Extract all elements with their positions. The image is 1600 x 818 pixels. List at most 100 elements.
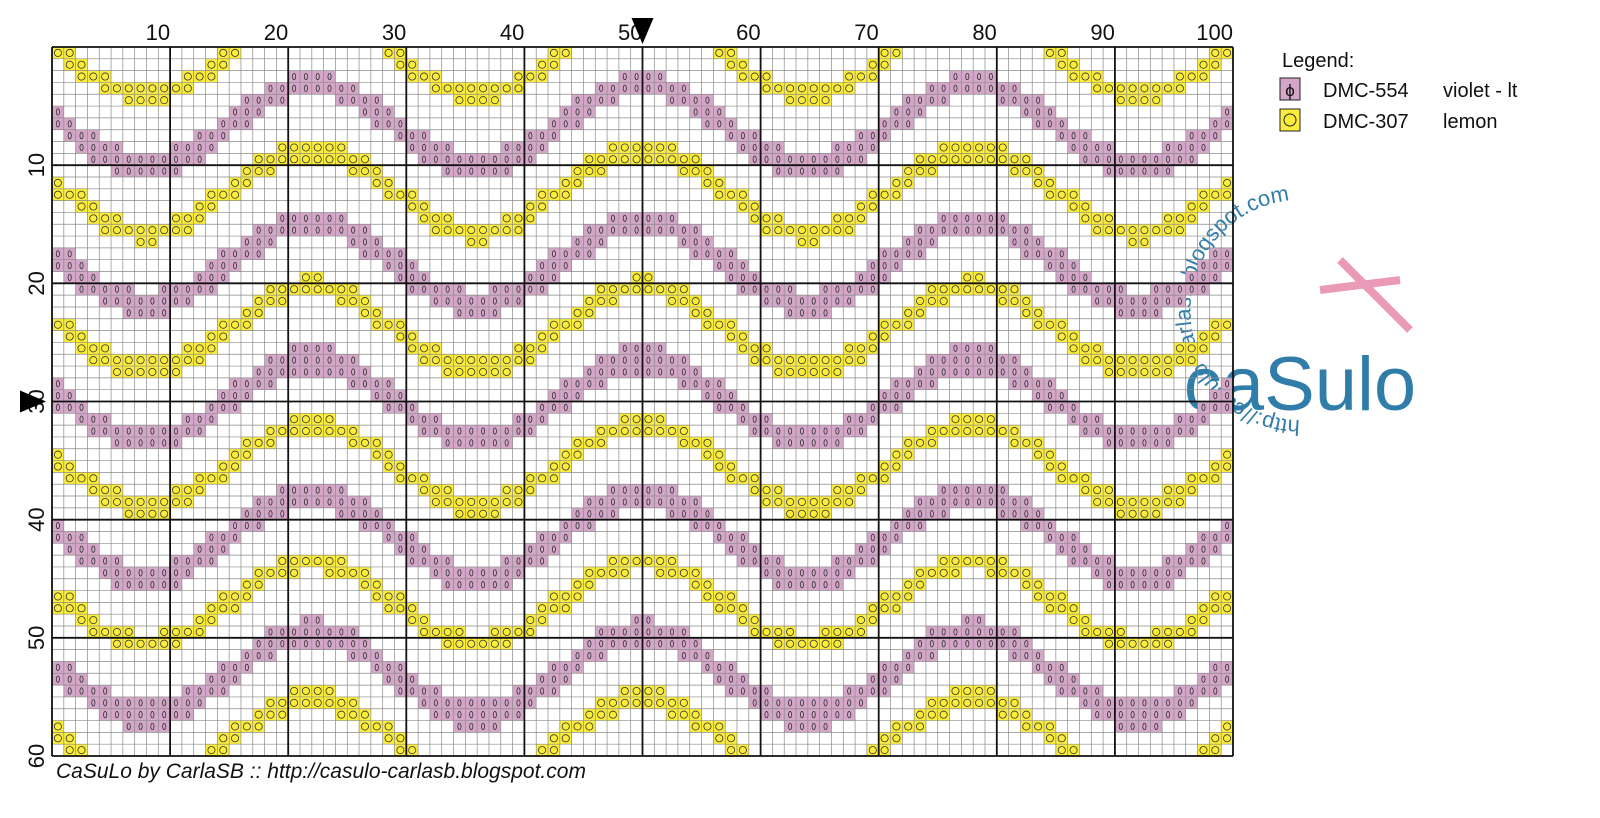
stitch-symbol bbox=[384, 190, 393, 199]
stitch bbox=[1209, 661, 1222, 674]
stitch-symbol bbox=[679, 438, 688, 447]
stitch bbox=[571, 578, 584, 591]
stitch bbox=[1079, 696, 1092, 709]
stitch bbox=[666, 708, 678, 721]
stitch bbox=[666, 484, 678, 497]
stitch-symbol bbox=[150, 711, 155, 719]
stitch-symbol bbox=[658, 84, 663, 92]
stitch bbox=[134, 94, 147, 107]
stitch bbox=[677, 165, 690, 177]
stitch bbox=[122, 566, 135, 579]
stitch-symbol bbox=[138, 569, 143, 577]
stitch-symbol bbox=[941, 84, 946, 92]
stitch bbox=[902, 389, 915, 402]
stitch-symbol bbox=[563, 108, 568, 116]
stitch bbox=[1126, 637, 1139, 650]
stitch bbox=[725, 531, 737, 544]
stitch bbox=[796, 637, 808, 650]
stitch bbox=[382, 531, 395, 544]
stitch-symbol bbox=[492, 155, 497, 163]
stitch bbox=[689, 94, 702, 107]
stitch bbox=[1209, 58, 1222, 71]
stitch-symbol bbox=[670, 640, 675, 648]
stitch-symbol bbox=[162, 167, 167, 175]
stitch bbox=[973, 637, 985, 650]
stitch-symbol bbox=[620, 143, 629, 152]
stitch-symbol bbox=[646, 368, 651, 376]
stitch-symbol bbox=[313, 285, 322, 294]
stitch-symbol bbox=[823, 569, 828, 577]
stitch-symbol bbox=[1128, 497, 1137, 506]
stitch-symbol bbox=[1201, 262, 1206, 270]
stitch bbox=[1197, 129, 1210, 142]
legend-title: Legend: bbox=[1282, 50, 1354, 72]
stitch-symbol bbox=[738, 332, 747, 341]
stitch bbox=[1032, 436, 1045, 449]
stitch-symbol bbox=[467, 96, 476, 105]
stitch bbox=[1173, 295, 1186, 307]
stitch bbox=[831, 141, 844, 154]
stitch-symbol bbox=[1083, 285, 1088, 293]
stitch-symbol bbox=[150, 427, 155, 435]
stitch-symbol bbox=[362, 380, 367, 388]
stitch-symbol bbox=[1059, 250, 1064, 258]
stitch bbox=[1091, 555, 1104, 567]
stitch bbox=[87, 283, 100, 296]
stitch-symbol bbox=[906, 663, 911, 671]
stitch bbox=[1221, 531, 1233, 544]
stitch-symbol bbox=[1118, 297, 1123, 305]
stitch bbox=[654, 566, 667, 579]
stitch bbox=[170, 283, 182, 296]
stitch-symbol bbox=[1069, 60, 1078, 69]
stitch bbox=[1103, 578, 1115, 591]
stitch bbox=[1091, 626, 1104, 638]
stitch bbox=[654, 413, 667, 426]
stitch-symbol bbox=[797, 367, 806, 376]
stitch-symbol bbox=[561, 462, 570, 471]
stitch-symbol bbox=[929, 510, 934, 518]
stitch bbox=[949, 366, 962, 378]
stitch-symbol bbox=[124, 96, 133, 105]
stitch bbox=[1091, 342, 1104, 355]
stitch-symbol bbox=[573, 722, 582, 731]
stitch bbox=[807, 425, 820, 437]
stitch-symbol bbox=[715, 320, 724, 329]
stitch bbox=[347, 82, 360, 95]
stitch bbox=[548, 330, 560, 343]
stitch bbox=[99, 224, 112, 237]
stitch bbox=[961, 696, 974, 709]
stitch bbox=[418, 342, 430, 355]
stitch bbox=[1032, 176, 1045, 189]
stitch bbox=[654, 354, 667, 367]
stitch-symbol bbox=[327, 344, 332, 352]
stitch-symbol bbox=[1093, 84, 1102, 93]
stitch bbox=[548, 58, 560, 71]
stitch-symbol bbox=[244, 250, 249, 258]
stitch bbox=[347, 708, 360, 721]
stitch-symbol bbox=[1211, 48, 1220, 57]
stitch-symbol bbox=[490, 226, 499, 235]
stitch bbox=[335, 366, 348, 378]
stitch-symbol bbox=[1164, 497, 1173, 506]
stitch bbox=[300, 484, 312, 497]
stitch bbox=[87, 425, 100, 437]
stitch-symbol bbox=[776, 699, 781, 707]
stitch bbox=[181, 708, 194, 721]
stitch-symbol bbox=[788, 711, 793, 719]
stitch-symbol bbox=[561, 722, 570, 731]
stitch-symbol bbox=[585, 710, 594, 719]
stitch-symbol bbox=[1012, 498, 1017, 506]
stitch bbox=[1055, 271, 1068, 284]
stitch-symbol bbox=[174, 167, 179, 175]
stitch-symbol bbox=[646, 628, 651, 636]
stitch-symbol bbox=[516, 143, 521, 152]
stitch bbox=[146, 566, 159, 579]
stitch-symbol bbox=[528, 699, 533, 707]
stitch bbox=[890, 176, 903, 189]
stitch bbox=[181, 153, 194, 166]
stitch-symbol bbox=[455, 627, 464, 636]
stitch-symbol bbox=[67, 120, 72, 128]
stitch-symbol bbox=[374, 238, 379, 246]
stitch-symbol bbox=[479, 367, 488, 376]
stitch-symbol bbox=[752, 699, 757, 707]
